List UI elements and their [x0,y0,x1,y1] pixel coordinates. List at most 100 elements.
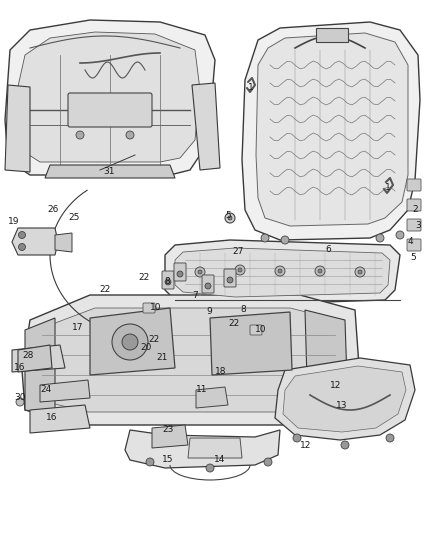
Text: 22: 22 [228,319,239,327]
FancyBboxPatch shape [407,219,421,231]
Polygon shape [256,33,408,226]
Circle shape [122,334,138,350]
Text: 5: 5 [225,212,231,221]
Text: 8: 8 [164,277,170,286]
Circle shape [396,231,404,239]
Circle shape [126,111,134,119]
Circle shape [228,216,232,220]
FancyBboxPatch shape [224,269,236,287]
FancyBboxPatch shape [143,303,155,313]
Circle shape [18,231,25,238]
Text: 28: 28 [22,351,33,359]
Text: 16: 16 [14,364,25,373]
FancyBboxPatch shape [250,325,262,335]
Circle shape [355,267,365,277]
Polygon shape [152,425,188,448]
Polygon shape [5,85,30,172]
Circle shape [318,269,322,273]
Text: 24: 24 [40,385,51,394]
Circle shape [341,441,349,449]
Circle shape [278,269,282,273]
Text: 14: 14 [214,456,226,464]
Circle shape [225,213,235,223]
Text: 5: 5 [410,253,416,262]
Text: 10: 10 [255,326,266,335]
Text: 2: 2 [412,206,417,214]
Circle shape [18,244,25,251]
Text: 25: 25 [68,214,79,222]
Text: 10: 10 [150,303,162,312]
Circle shape [146,458,154,466]
Circle shape [227,277,233,283]
Circle shape [376,234,384,242]
Polygon shape [305,310,348,415]
Circle shape [238,268,242,272]
Polygon shape [316,28,348,42]
Polygon shape [125,430,280,468]
FancyBboxPatch shape [68,93,152,127]
Circle shape [275,266,285,276]
Circle shape [261,234,269,242]
FancyBboxPatch shape [407,239,421,251]
Circle shape [293,434,301,442]
Text: 23: 23 [162,425,173,434]
FancyBboxPatch shape [162,271,174,289]
Circle shape [112,324,148,360]
Text: 3: 3 [415,222,421,230]
FancyBboxPatch shape [407,179,421,191]
Text: 26: 26 [47,206,58,214]
Circle shape [126,131,134,139]
Text: 27: 27 [232,247,244,256]
Polygon shape [34,308,342,412]
FancyBboxPatch shape [202,275,214,293]
Polygon shape [283,366,406,432]
Polygon shape [210,312,292,375]
Text: 12: 12 [330,381,341,390]
Circle shape [264,458,272,466]
Polygon shape [242,22,420,240]
Polygon shape [12,228,58,255]
Text: 13: 13 [336,400,347,409]
Circle shape [195,267,205,277]
Text: 1: 1 [248,84,254,93]
Polygon shape [165,240,400,305]
Text: 9: 9 [206,308,212,317]
Text: 19: 19 [8,217,20,227]
Text: 17: 17 [72,324,84,333]
Polygon shape [196,387,228,408]
Circle shape [76,111,84,119]
Text: 22: 22 [99,286,110,295]
Text: 12: 12 [300,440,311,449]
Circle shape [205,283,211,289]
Circle shape [358,270,362,274]
Circle shape [235,265,245,275]
Text: 4: 4 [408,237,413,246]
Circle shape [315,266,325,276]
Polygon shape [90,308,175,375]
Text: 16: 16 [46,414,57,423]
Circle shape [16,398,24,406]
Text: 18: 18 [215,367,226,376]
Text: 31: 31 [103,167,114,176]
Text: 1: 1 [385,183,391,192]
Text: 20: 20 [140,343,152,352]
Polygon shape [30,405,90,433]
Text: 22: 22 [148,335,159,344]
Polygon shape [275,358,415,440]
Circle shape [177,271,183,277]
Circle shape [198,270,202,274]
Polygon shape [55,233,72,252]
Text: 8: 8 [240,304,246,313]
Text: 6: 6 [325,246,331,254]
Polygon shape [12,345,65,372]
Circle shape [206,464,214,472]
Polygon shape [40,380,90,402]
Polygon shape [25,318,55,415]
Polygon shape [15,32,200,162]
Text: 22: 22 [138,273,149,282]
Text: 21: 21 [156,353,167,362]
Text: 11: 11 [196,385,208,394]
Circle shape [281,236,289,244]
Text: 30: 30 [14,393,25,402]
Polygon shape [45,165,175,178]
